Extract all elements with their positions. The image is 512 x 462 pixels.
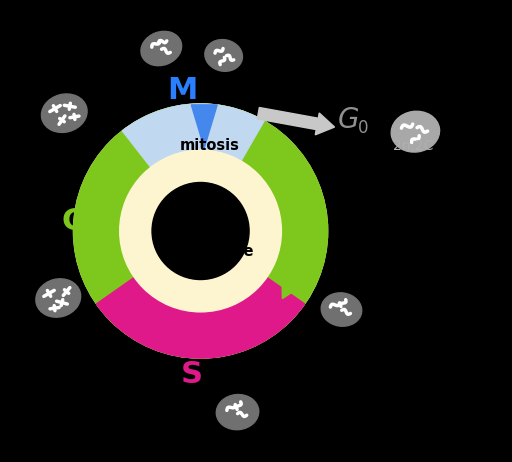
Ellipse shape xyxy=(36,279,81,317)
Text: 2n,2C: 2n,2C xyxy=(393,139,433,152)
Wedge shape xyxy=(122,104,264,167)
Circle shape xyxy=(74,104,328,358)
Polygon shape xyxy=(98,164,119,188)
Ellipse shape xyxy=(216,395,259,430)
Text: S: S xyxy=(180,360,202,389)
Text: 1: 1 xyxy=(314,221,326,238)
Ellipse shape xyxy=(41,94,87,133)
Polygon shape xyxy=(282,274,303,298)
FancyArrow shape xyxy=(257,108,334,135)
Wedge shape xyxy=(74,104,328,358)
Text: M: M xyxy=(167,76,197,104)
Polygon shape xyxy=(191,105,217,148)
Ellipse shape xyxy=(141,31,182,66)
Text: G: G xyxy=(337,106,359,134)
Text: 0: 0 xyxy=(358,120,369,137)
Circle shape xyxy=(152,182,249,280)
Ellipse shape xyxy=(205,40,243,71)
Polygon shape xyxy=(197,323,218,346)
Circle shape xyxy=(152,182,249,280)
Ellipse shape xyxy=(391,111,440,152)
Wedge shape xyxy=(120,150,282,312)
Ellipse shape xyxy=(321,293,362,326)
Text: G: G xyxy=(62,207,87,236)
Text: 2: 2 xyxy=(83,221,95,238)
Text: G: G xyxy=(294,207,319,236)
Text: interphase: interphase xyxy=(165,244,254,259)
Text: mitosis: mitosis xyxy=(180,138,240,153)
Wedge shape xyxy=(96,277,305,358)
